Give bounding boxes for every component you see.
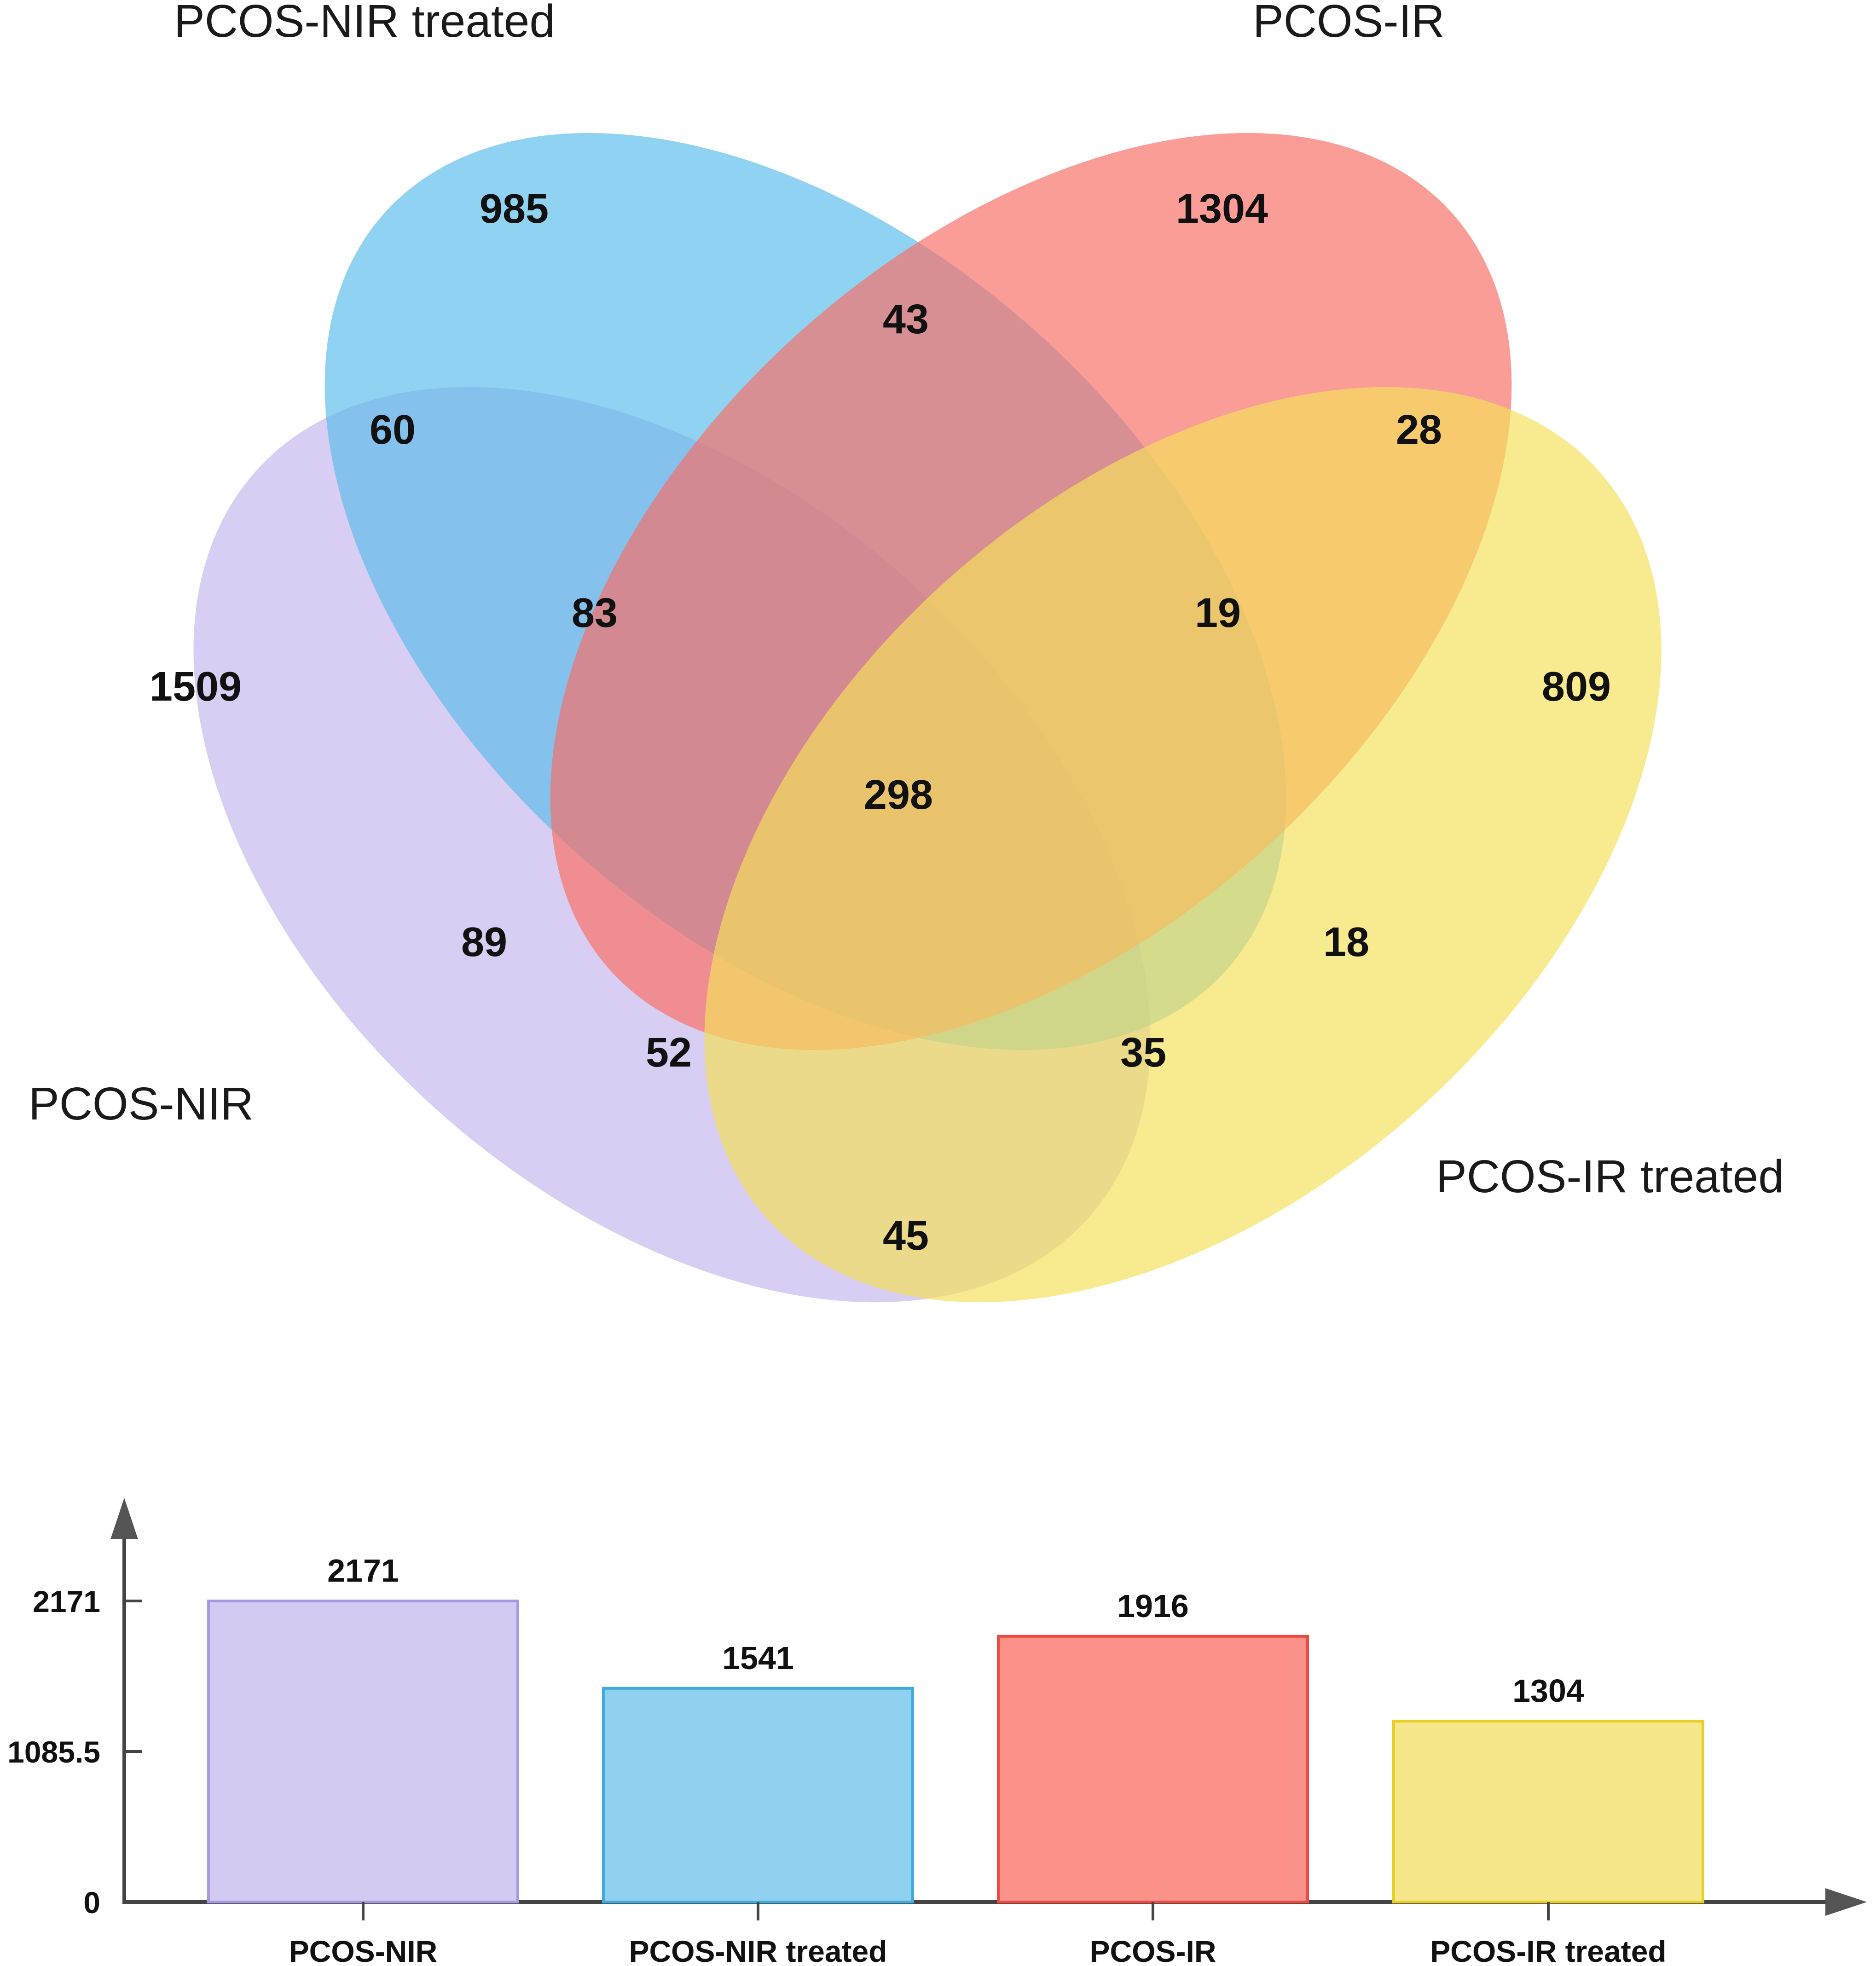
set-label-pcos-ir-treated: PCOS-IR treated [1436, 1151, 1784, 1202]
venn-region-count-nir-nirt-irt: 35 [1120, 1030, 1166, 1076]
y-tick-label: 1085.5 [7, 1735, 100, 1769]
venn-region-count-nir-nirt: 60 [370, 407, 416, 453]
bar-pcos-ir [997, 1635, 1309, 1903]
bar-value-label: 1304 [1512, 1673, 1584, 1709]
bar-value-label: 2171 [327, 1553, 399, 1589]
y-tick-label: 0 [83, 1885, 100, 1920]
venn-region-count-nirt: 985 [480, 186, 549, 232]
x-tick-label-pcos-nir-treated: PCOS-NIR treated [629, 1934, 887, 1966]
venn-region-count-nirt-irt: 18 [1323, 919, 1369, 965]
x-axis-arrow [1825, 1888, 1867, 1916]
venn-region-counts: 1509 985 1304 809 43 60 28 83 19 298 89 18 52 35 45 [150, 186, 1611, 1259]
set-label-pcos-nir: PCOS-NIR [29, 1078, 254, 1130]
venn-region-count-nir-ir-irt: 52 [646, 1030, 692, 1076]
bar-pcos-nir [207, 1600, 519, 1903]
venn-set-labels: PCOS-NIR PCOS-NIR treated PCOS-IR PCOS-I… [29, 0, 1784, 1202]
venn-diagram: PCOS-NIR PCOS-NIR treated PCOS-IR PCOS-I… [29, 0, 1784, 1303]
venn-region-count-ir-irt: 28 [1396, 407, 1442, 453]
bar-series [207, 1600, 1704, 1903]
y-tick-label: 2171 [33, 1584, 100, 1618]
bar-value-label: 1541 [722, 1640, 794, 1676]
venn-set-pcos-ir-treated [704, 387, 1662, 1303]
venn-set-shapes [193, 133, 1662, 1303]
y-ticks: 0 1085.5 2171 [7, 1584, 142, 1920]
x-tick-label-pcos-ir-treated: PCOS-IR treated [1430, 1934, 1666, 1966]
x-tick-label-pcos-nir: PCOS-NIR [289, 1934, 438, 1966]
venn-region-count-irt: 809 [1542, 664, 1611, 710]
venn-region-count-nirt-ir: 43 [883, 296, 929, 342]
venn-region-count-nir-irt: 45 [883, 1213, 929, 1259]
venn-region-count-ir: 1304 [1176, 186, 1268, 232]
venn-region-count-nir-nirt-ir-irt: 298 [864, 772, 933, 818]
bar-pcos-nir-treated [602, 1687, 914, 1903]
x-tick-label-pcos-ir: PCOS-IR [1089, 1934, 1216, 1966]
venn-region-count-nirt-ir-irt: 19 [1195, 590, 1241, 636]
set-label-pcos-ir: PCOS-IR [1253, 0, 1445, 47]
bar-value-labels: 2171 1541 1916 1304 [327, 1553, 1584, 1709]
bar-value-label: 1916 [1117, 1588, 1189, 1624]
bar-pcos-ir-treated [1392, 1720, 1704, 1903]
venn-region-count-nir-nirt-ir: 83 [572, 590, 618, 636]
venn-region-count-nir: 1509 [150, 664, 242, 710]
set-label-pcos-nir-treated: PCOS-NIR treated [174, 0, 555, 47]
y-axis-arrow [110, 1498, 138, 1539]
x-ticks: PCOS-NIR PCOS-NIR treated PCOS-IR PCOS-IR t… [289, 1902, 1667, 1966]
venn-region-count-nir-ir: 89 [461, 919, 507, 965]
